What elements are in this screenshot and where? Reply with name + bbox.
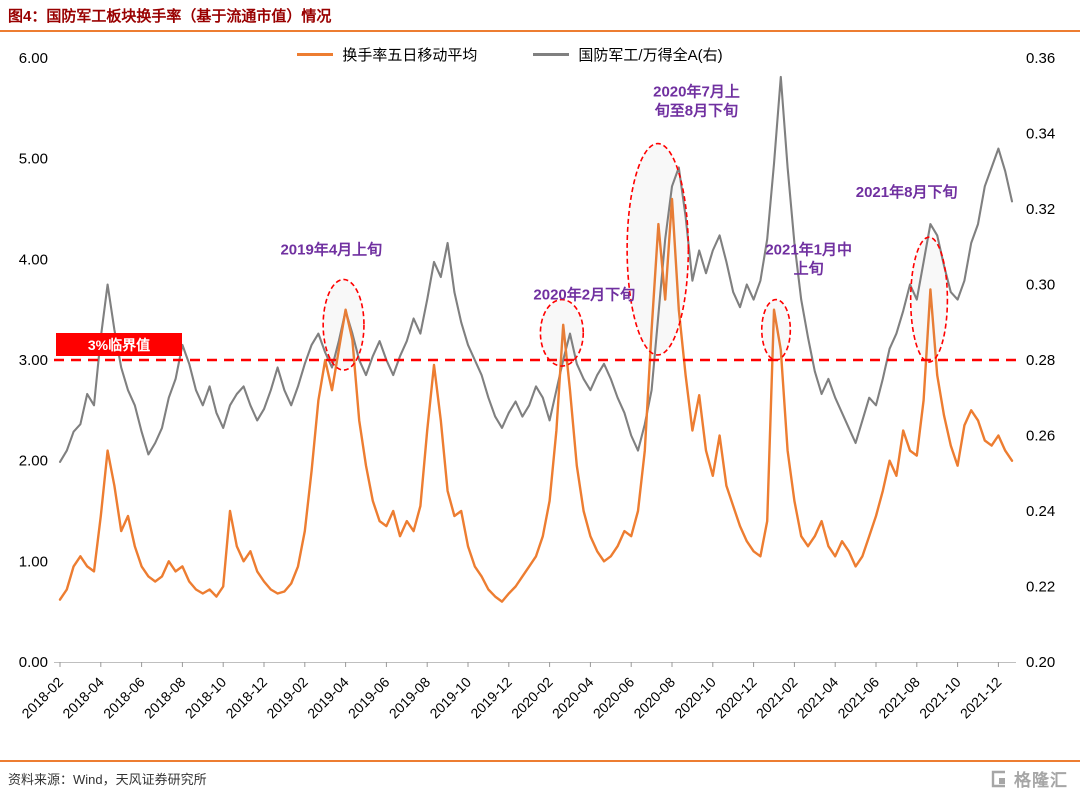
svg-text:2021年8月下旬: 2021年8月下旬 — [856, 183, 958, 201]
svg-text:0.32: 0.32 — [1026, 201, 1055, 218]
svg-text:2018-08: 2018-08 — [141, 674, 189, 722]
svg-text:上旬: 上旬 — [794, 259, 824, 277]
gelonghui-logo: 格隆汇 — [989, 766, 1068, 791]
svg-text:0.28: 0.28 — [1026, 352, 1055, 369]
svg-text:0.00: 0.00 — [19, 654, 48, 671]
svg-text:2018-12: 2018-12 — [222, 674, 270, 722]
svg-text:2021-04: 2021-04 — [794, 674, 842, 722]
svg-text:2019-10: 2019-10 — [426, 674, 474, 722]
svg-text:0.22: 0.22 — [1026, 579, 1055, 596]
svg-text:2021-08: 2021-08 — [875, 674, 923, 722]
svg-text:2020-08: 2020-08 — [630, 674, 678, 722]
svg-text:0.34: 0.34 — [1026, 126, 1055, 143]
svg-text:0.20: 0.20 — [1026, 654, 1055, 671]
svg-text:6.00: 6.00 — [19, 50, 48, 67]
figure-title: 图4：国防军工板块换手率（基于流通市值）情况 — [8, 8, 332, 25]
svg-text:2019-06: 2019-06 — [345, 674, 393, 722]
svg-text:2018-10: 2018-10 — [182, 674, 230, 722]
svg-text:2020-10: 2020-10 — [671, 674, 719, 722]
source-note: 资料来源：Wind，天风证券研究所 — [8, 772, 207, 787]
svg-text:2019-12: 2019-12 — [467, 674, 515, 722]
svg-text:0.24: 0.24 — [1026, 503, 1055, 520]
svg-text:4.00: 4.00 — [19, 251, 48, 268]
gelonghui-logo-text: 格隆汇 — [1014, 771, 1068, 790]
figure-header: 图4：国防军工板块换手率（基于流通市值）情况 — [0, 0, 1080, 32]
svg-text:2021-02: 2021-02 — [753, 674, 801, 722]
svg-text:2021-12: 2021-12 — [957, 674, 1005, 722]
svg-text:2020-02: 2020-02 — [508, 674, 556, 722]
chart-area: 换手率五日移动平均 国防军工/万得全A(右) 0.00 1.00 2.00 3.00 4… — [0, 32, 1080, 760]
svg-text:旬至8月下旬: 旬至8月下旬 — [654, 101, 738, 119]
svg-text:2.00: 2.00 — [19, 453, 48, 470]
svg-text:2018-04: 2018-04 — [59, 674, 107, 722]
svg-text:2021年1月中: 2021年1月中 — [765, 240, 852, 258]
line-chart: 0.00 1.00 2.00 3.00 4.00 5.00 6.00 0.20 0.22 0.24… — [18, 50, 1055, 722]
svg-text:0.30: 0.30 — [1026, 277, 1055, 294]
svg-text:2020-12: 2020-12 — [712, 674, 760, 722]
svg-text:2021-06: 2021-06 — [834, 674, 882, 722]
figure-footer: 资料来源：Wind，天风证券研究所 格隆汇 — [0, 760, 1080, 792]
svg-text:2018-02: 2018-02 — [18, 674, 66, 722]
svg-text:2021-10: 2021-10 — [916, 674, 964, 722]
svg-text:2018-06: 2018-06 — [100, 674, 148, 722]
svg-text:2019-08: 2019-08 — [386, 674, 434, 722]
svg-text:2019-04: 2019-04 — [304, 674, 352, 722]
gelonghui-logo-icon — [991, 770, 1005, 787]
svg-text:2020年7月上: 2020年7月上 — [653, 82, 740, 100]
svg-text:2020-06: 2020-06 — [590, 674, 638, 722]
svg-text:5.00: 5.00 — [19, 151, 48, 168]
svg-text:1.00: 1.00 — [19, 553, 48, 570]
svg-text:0.36: 0.36 — [1026, 50, 1055, 67]
svg-text:2020-04: 2020-04 — [549, 674, 597, 722]
svg-text:3%临界值: 3%临界值 — [88, 337, 150, 353]
svg-text:2019年4月上旬: 2019年4月上旬 — [280, 240, 382, 258]
svg-text:2019-02: 2019-02 — [263, 674, 311, 722]
svg-text:3.00: 3.00 — [19, 352, 48, 369]
svg-text:0.26: 0.26 — [1026, 428, 1055, 445]
svg-text:2020年2月下旬: 2020年2月下旬 — [533, 286, 635, 304]
